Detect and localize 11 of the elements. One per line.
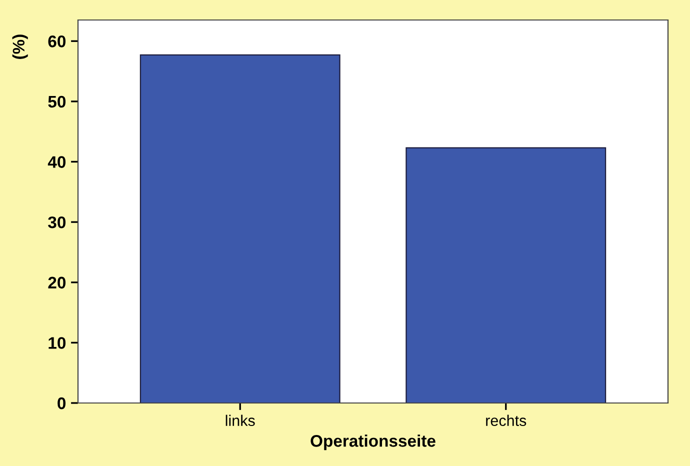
y-tick-label: 20: [48, 276, 66, 289]
y-tick-label: 50: [48, 96, 66, 108]
y-axis-title: (%): [12, 34, 28, 59]
x-axis-title: Operationsseite: [310, 434, 436, 450]
y-tick-label: 60: [48, 36, 66, 48]
x-tick-label: links: [226, 414, 255, 426]
y-tick-label: 40: [48, 156, 66, 168]
y-tick-label: 0: [58, 397, 66, 410]
y-tick-label: 30: [48, 216, 66, 228]
y-tick-label: 10: [48, 337, 66, 349]
x-tick-label: rechts: [486, 414, 526, 426]
